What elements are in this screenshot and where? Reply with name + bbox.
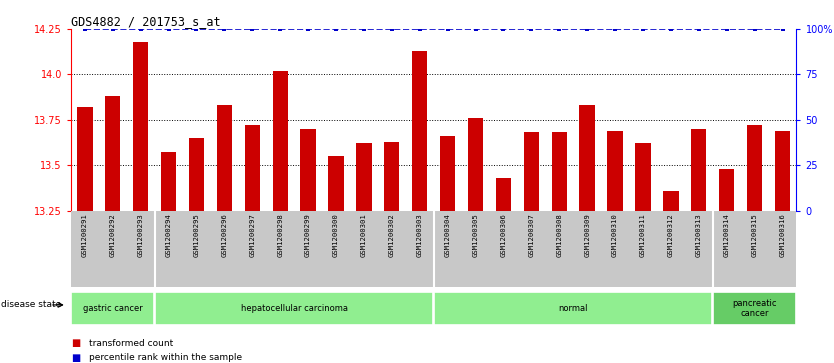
Text: ■: ■ — [71, 338, 80, 348]
Text: GSM1200315: GSM1200315 — [751, 213, 757, 257]
Text: GSM1200307: GSM1200307 — [529, 213, 535, 257]
Bar — [524, 132, 539, 211]
Text: GSM1200309: GSM1200309 — [584, 213, 590, 257]
Text: GSM1200311: GSM1200311 — [640, 213, 646, 257]
Bar — [551, 132, 567, 211]
Text: disease state: disease state — [1, 301, 61, 309]
Bar — [607, 131, 623, 211]
Text: GSM1200295: GSM1200295 — [193, 213, 199, 257]
Text: GSM1200310: GSM1200310 — [612, 213, 618, 257]
Text: pancreatic
cancer: pancreatic cancer — [732, 299, 776, 318]
Bar — [105, 96, 120, 211]
FancyBboxPatch shape — [155, 292, 433, 325]
FancyBboxPatch shape — [72, 292, 154, 325]
Bar — [329, 156, 344, 211]
FancyBboxPatch shape — [435, 292, 712, 325]
Bar — [747, 125, 762, 211]
Text: GSM1200298: GSM1200298 — [277, 213, 284, 257]
Text: GSM1200292: GSM1200292 — [110, 213, 116, 257]
Bar — [691, 129, 706, 211]
Bar — [495, 178, 511, 211]
Bar — [356, 143, 372, 211]
FancyBboxPatch shape — [713, 292, 796, 325]
Text: GSM1200300: GSM1200300 — [333, 213, 339, 257]
Text: GSM1200312: GSM1200312 — [668, 213, 674, 257]
Bar — [775, 131, 790, 211]
Text: GSM1200314: GSM1200314 — [724, 213, 730, 257]
Text: GSM1200293: GSM1200293 — [138, 213, 143, 257]
Text: gastric cancer: gastric cancer — [83, 304, 143, 313]
Text: GSM1200302: GSM1200302 — [389, 213, 394, 257]
Bar — [300, 129, 316, 211]
Text: GSM1200306: GSM1200306 — [500, 213, 506, 257]
Text: GSM1200301: GSM1200301 — [361, 213, 367, 257]
Text: GSM1200294: GSM1200294 — [166, 213, 172, 257]
Bar — [663, 191, 679, 211]
Text: transformed count: transformed count — [89, 339, 173, 347]
Text: GSM1200316: GSM1200316 — [780, 213, 786, 257]
Bar — [412, 51, 427, 211]
Text: percentile rank within the sample: percentile rank within the sample — [89, 353, 243, 362]
Text: GDS4882 / 201753_s_at: GDS4882 / 201753_s_at — [71, 15, 220, 28]
Bar — [719, 169, 735, 211]
Text: ■: ■ — [71, 352, 80, 363]
Bar — [468, 118, 483, 211]
Bar — [440, 136, 455, 211]
Bar — [188, 138, 204, 211]
Text: GSM1200305: GSM1200305 — [473, 213, 479, 257]
Text: GSM1200297: GSM1200297 — [249, 213, 255, 257]
Text: hepatocellular carcinoma: hepatocellular carcinoma — [241, 304, 348, 313]
Bar — [133, 42, 148, 211]
Text: GSM1200291: GSM1200291 — [82, 213, 88, 257]
Text: GSM1200299: GSM1200299 — [305, 213, 311, 257]
Bar — [244, 125, 260, 211]
Bar — [636, 143, 651, 211]
Text: GSM1200296: GSM1200296 — [221, 213, 228, 257]
Bar — [384, 142, 399, 211]
Text: normal: normal — [559, 304, 588, 313]
Text: GSM1200313: GSM1200313 — [696, 213, 701, 257]
Text: GSM1200303: GSM1200303 — [417, 213, 423, 257]
Bar — [161, 152, 176, 211]
Bar — [273, 71, 288, 211]
Bar — [217, 105, 232, 211]
Bar — [78, 107, 93, 211]
Text: GSM1200308: GSM1200308 — [556, 213, 562, 257]
Text: GSM1200304: GSM1200304 — [445, 213, 450, 257]
Bar — [580, 105, 595, 211]
